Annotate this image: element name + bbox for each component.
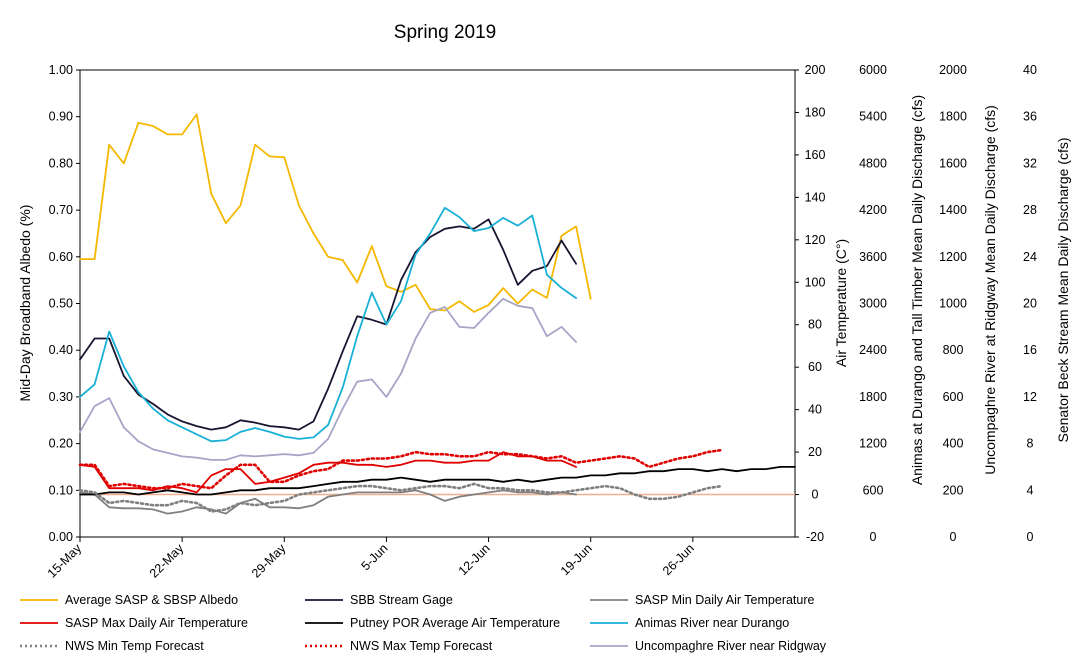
x-tick-label: 26-Jun <box>660 541 697 578</box>
uncomp-tick-label: 1200 <box>939 250 967 264</box>
x-tick-label: 19-Jun <box>558 541 595 578</box>
senator-tick-label: 24 <box>1023 250 1037 264</box>
y-axis-temp-title: Air Temperature (C°) <box>833 239 849 367</box>
series-line-8 <box>79 297 577 461</box>
senator-tick-label: 36 <box>1023 110 1037 124</box>
uncomp-tick-label: 400 <box>943 437 964 451</box>
animas-tick-label: 3000 <box>859 297 887 311</box>
albedo-tick-label: 0.80 <box>49 156 73 170</box>
chart-title: Spring 2019 <box>394 22 496 43</box>
plot-area <box>79 69 796 538</box>
axis-ticks <box>76 69 799 542</box>
x-tick-label: 22-May <box>147 541 187 581</box>
temp-tick-label: 120 <box>805 233 826 247</box>
y-axis-uncomp-title: Uncompaghre River at Ridgway Mean Daily … <box>982 105 998 475</box>
x-tick-label: 15-May <box>45 541 85 581</box>
legend-label: Animas River near Durango <box>635 616 789 630</box>
animas-tick-label: 4200 <box>859 203 887 217</box>
senator-tick-label: 32 <box>1023 156 1037 170</box>
albedo-tick-label: 0.70 <box>49 203 73 217</box>
x-tick-label: 5-Jun <box>359 541 391 573</box>
legend-label: Putney POR Average Air Temperature <box>350 616 560 630</box>
series-line-2 <box>79 489 577 515</box>
animas-tick-label: 0 <box>870 530 877 544</box>
animas-tick-label: 3600 <box>859 250 887 264</box>
y-axis-albedo-title: Mid-Day Broadband Albedo (%) <box>17 205 33 402</box>
albedo-tick-label: 0.10 <box>49 483 73 497</box>
series-line-1 <box>79 218 577 431</box>
temp-tick-label: 160 <box>805 148 826 162</box>
uncomp-tick-label: 1400 <box>939 203 967 217</box>
temp-tick-label: 180 <box>805 105 826 119</box>
series-line-6 <box>78 482 724 513</box>
senator-tick-label: 16 <box>1023 343 1037 357</box>
temp-tick-label: 20 <box>808 445 822 459</box>
albedo-tick-label: 1.00 <box>49 63 73 77</box>
animas-tick-label: 4800 <box>859 156 887 170</box>
y-axis-senator-title: Senator Beck Stream Mean Daily Discharge… <box>1055 138 1071 443</box>
temp-tick-label: -20 <box>806 530 824 544</box>
albedo-tick-label: 0.40 <box>49 343 73 357</box>
albedo-tick-label: 0.30 <box>49 390 73 404</box>
legend-label: SASP Max Daily Air Temperature <box>65 616 248 630</box>
x-tick-label: 29-May <box>249 541 289 581</box>
albedo-tick-label: 0.00 <box>49 530 73 544</box>
series-line-4 <box>79 465 796 496</box>
series-layer <box>78 113 796 515</box>
albedo-tick-label: 0.60 <box>49 250 73 264</box>
animas-tick-label: 6000 <box>859 63 887 77</box>
albedo-tick-label: 0.90 <box>49 110 73 124</box>
senator-tick-label: 12 <box>1023 390 1037 404</box>
legend-label: NWS Max Temp Forecast <box>350 639 493 653</box>
animas-tick-label: 600 <box>863 483 884 497</box>
animas-tick-label: 1200 <box>859 437 887 451</box>
uncomp-tick-label: 1800 <box>939 110 967 124</box>
legend-label: NWS Min Temp Forecast <box>65 639 204 653</box>
senator-tick-label: 20 <box>1023 297 1037 311</box>
uncomp-tick-label: 200 <box>943 483 964 497</box>
senator-tick-label: 28 <box>1023 203 1037 217</box>
senator-tick-label: 8 <box>1027 437 1034 451</box>
uncomp-tick-label: 1600 <box>939 156 967 170</box>
series-line-0 <box>79 113 592 313</box>
albedo-tick-label: 0.20 <box>49 437 73 451</box>
temp-tick-label: 0 <box>812 488 819 502</box>
series-line-3 <box>79 451 577 494</box>
senator-tick-label: 40 <box>1023 63 1037 77</box>
animas-tick-label: 1800 <box>859 390 887 404</box>
uncomp-tick-label: 2000 <box>939 63 967 77</box>
legend-label: SBB Stream Gage <box>350 593 453 607</box>
temp-tick-label: 60 <box>808 360 822 374</box>
x-tick-label: 12-Jun <box>456 541 493 578</box>
senator-tick-label: 4 <box>1027 483 1034 497</box>
uncomp-tick-label: 600 <box>943 390 964 404</box>
temp-tick-label: 80 <box>808 318 822 332</box>
uncomp-tick-label: 0 <box>950 530 957 544</box>
legend-label: Uncompaghre River near Ridgway <box>635 639 827 653</box>
animas-tick-label: 2400 <box>859 343 887 357</box>
series-line-7 <box>78 448 724 490</box>
temp-tick-label: 200 <box>805 63 826 77</box>
axis-labels: 0.00 0.10 0.20 0.30 0.40 0.50 0.60 0.70 0.80 0.90… <box>45 63 1037 581</box>
legend-label: Average SASP & SBSP Albedo <box>65 593 238 607</box>
uncomp-tick-label: 1000 <box>939 297 967 311</box>
legend: Average SASP & SBSP Albedo SBB Stream Gag… <box>20 593 827 653</box>
series-line-5 <box>79 206 577 443</box>
legend-label: SASP Min Daily Air Temperature <box>635 593 815 607</box>
temp-tick-label: 40 <box>808 403 822 417</box>
temp-tick-label: 140 <box>805 190 826 204</box>
senator-tick-label: 0 <box>1027 530 1034 544</box>
y-axis-animas-title: Animas at Durango and Tall Timber Mean D… <box>909 95 925 485</box>
albedo-tick-label: 0.50 <box>49 297 73 311</box>
temp-tick-label: 100 <box>805 275 826 289</box>
uncomp-tick-label: 800 <box>943 343 964 357</box>
animas-tick-label: 5400 <box>859 110 887 124</box>
